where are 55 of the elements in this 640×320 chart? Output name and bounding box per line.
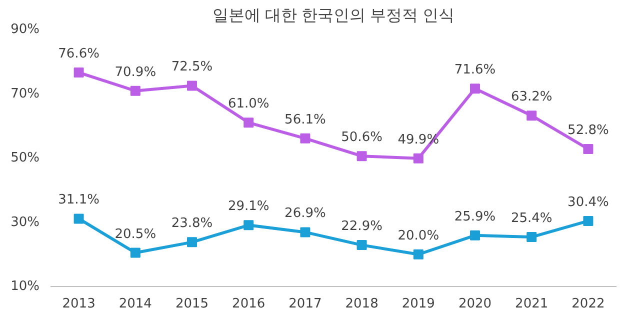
data-label: 23.8% bbox=[171, 216, 213, 232]
point bbox=[187, 237, 197, 248]
data-label: 71.6% bbox=[454, 62, 496, 78]
x-tick-label: 2021 bbox=[515, 296, 548, 312]
data-label: 26.9% bbox=[284, 206, 326, 222]
point bbox=[413, 249, 424, 260]
point bbox=[74, 214, 84, 224]
data-label: 63.2% bbox=[510, 90, 552, 105]
y-tick-label: 70% bbox=[10, 86, 40, 102]
point bbox=[470, 230, 480, 240]
x-tick-label: 2020 bbox=[458, 296, 492, 312]
x-tick-label: 2017 bbox=[288, 296, 322, 312]
data-label: 29.1% bbox=[228, 199, 270, 214]
point bbox=[526, 232, 537, 242]
point bbox=[583, 144, 594, 154]
data-label: 76.6% bbox=[58, 46, 100, 62]
x-tick-label: 2022 bbox=[572, 296, 605, 312]
data-label: 61.0% bbox=[228, 96, 270, 112]
point bbox=[130, 248, 140, 258]
point bbox=[187, 80, 197, 91]
data-label: 22.9% bbox=[341, 219, 382, 234]
data-label: 25.4% bbox=[510, 211, 552, 226]
data-label: 20.0% bbox=[398, 228, 440, 244]
point bbox=[300, 227, 310, 238]
point bbox=[130, 86, 140, 96]
point bbox=[526, 110, 537, 121]
chart-title: 일본에 대한 한국인의 부정적 인식 bbox=[212, 8, 454, 24]
data-label: 20.5% bbox=[114, 226, 156, 242]
data-label: 72.5% bbox=[171, 60, 213, 75]
x-tick-label: 2018 bbox=[345, 296, 378, 312]
point bbox=[74, 68, 84, 78]
point bbox=[583, 216, 594, 226]
x-tick-label: 2015 bbox=[175, 296, 209, 312]
point bbox=[244, 220, 254, 230]
point bbox=[300, 133, 310, 144]
data-label: 50.6% bbox=[341, 130, 382, 146]
y-tick-label: 30% bbox=[10, 214, 40, 230]
point bbox=[356, 151, 367, 162]
data-label: 52.8% bbox=[568, 123, 609, 138]
point bbox=[470, 84, 480, 94]
point bbox=[413, 153, 424, 164]
x-tick-label: 2016 bbox=[232, 296, 266, 312]
y-tick-label: 50% bbox=[10, 150, 40, 166]
point bbox=[244, 118, 254, 128]
x-tick-label: 2013 bbox=[62, 296, 96, 312]
x-tick-label: 2014 bbox=[118, 296, 152, 312]
data-label: 70.9% bbox=[114, 64, 156, 80]
point bbox=[356, 240, 367, 250]
y-tick-label: 10% bbox=[10, 279, 40, 294]
data-label: 56.1% bbox=[284, 112, 326, 128]
data-label: 30.4% bbox=[568, 194, 609, 210]
data-label: 31.1% bbox=[58, 192, 100, 208]
data-label: 25.9% bbox=[454, 209, 496, 224]
y-tick-label: 90% bbox=[10, 22, 40, 37]
x-tick-label: 2019 bbox=[402, 296, 435, 312]
